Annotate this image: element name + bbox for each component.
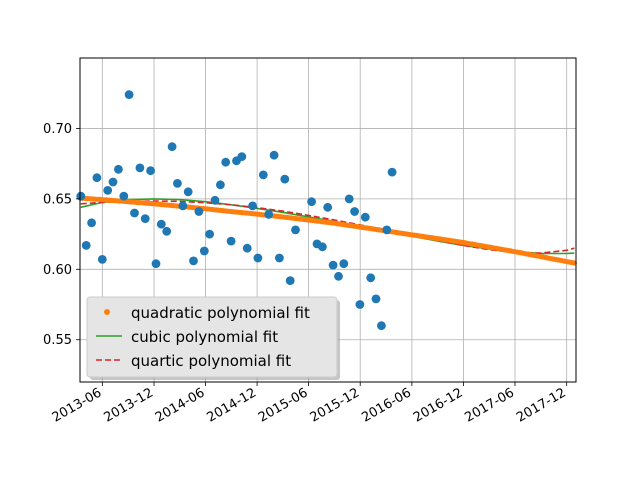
scatter-point [280, 174, 290, 184]
scatter-point [167, 142, 177, 152]
scatter-point [189, 256, 198, 266]
scatter-point [162, 226, 172, 236]
scatter-point [114, 164, 123, 174]
scatter-point [210, 195, 220, 205]
scatter-point [285, 276, 295, 285]
scatter-point [237, 152, 247, 162]
scatter-point [307, 197, 316, 207]
legend-swatch-quadratic [104, 309, 110, 315]
scatter-point [178, 201, 188, 211]
scatter-point [135, 163, 145, 173]
legend-label-quartic: quartic polynomial fit [131, 352, 291, 370]
scatter-point [318, 242, 327, 252]
scatter-point [269, 150, 279, 160]
legend-box [86, 296, 338, 378]
scatter-point [355, 300, 365, 309]
scatter-point [248, 201, 257, 211]
scatter-point [371, 294, 381, 304]
scatter-point [216, 180, 225, 190]
scatter-point [205, 229, 215, 239]
scatter-point [183, 187, 193, 197]
scatter-point [108, 177, 118, 187]
scatter-point [130, 208, 139, 218]
scatter-point [242, 243, 252, 253]
scatter-point [291, 225, 300, 235]
scatter-point [226, 236, 236, 246]
scatter-point [275, 253, 284, 263]
scatter-point [258, 170, 268, 180]
y-tick-label: 0.70 [43, 122, 72, 137]
scatter-point [377, 321, 386, 331]
scatter-point [221, 157, 231, 167]
legend-label-quadratic: quadratic polynomial fit [131, 304, 310, 322]
scatter-point [103, 186, 113, 195]
scatter-point [264, 210, 274, 219]
scatter-point [76, 191, 86, 201]
scatter-point [382, 225, 392, 235]
scatter-point [339, 259, 349, 269]
scatter-point [146, 166, 156, 176]
scatter-point [344, 194, 354, 204]
scatter-point [119, 191, 129, 201]
scatter-point [87, 218, 96, 228]
y-tick-label: 0.65 [43, 192, 72, 207]
scatter-point [173, 179, 182, 188]
scatter-point [124, 90, 134, 99]
scatter-point [97, 255, 107, 264]
fit-line-quartic [80, 200, 575, 254]
scatter-point [334, 271, 343, 281]
legend-label-cubic: cubic polynomial fit [131, 328, 278, 346]
scatter-point [323, 202, 333, 212]
legend: quadratic polynomial fit cubic polynomia… [86, 296, 340, 380]
fit-lines [78, 195, 577, 266]
scatter-point [92, 173, 102, 183]
scatter-point [199, 246, 209, 256]
y-tick-label: 0.60 [43, 263, 72, 278]
scatter-point [151, 259, 161, 269]
scatter-point [366, 273, 376, 283]
scatter-point [156, 219, 166, 229]
scatter-point [350, 207, 359, 216]
scatter-point [81, 241, 91, 250]
scatter-point [253, 253, 263, 263]
scatter-point [360, 212, 370, 222]
scatter-point [387, 167, 397, 177]
plot-area-frame [79, 57, 577, 383]
scatter-point [194, 207, 204, 216]
scatter-points [76, 90, 397, 331]
y-tick-label: 0.55 [43, 333, 72, 348]
scatter-point [140, 214, 150, 224]
scatter-point [328, 260, 338, 270]
